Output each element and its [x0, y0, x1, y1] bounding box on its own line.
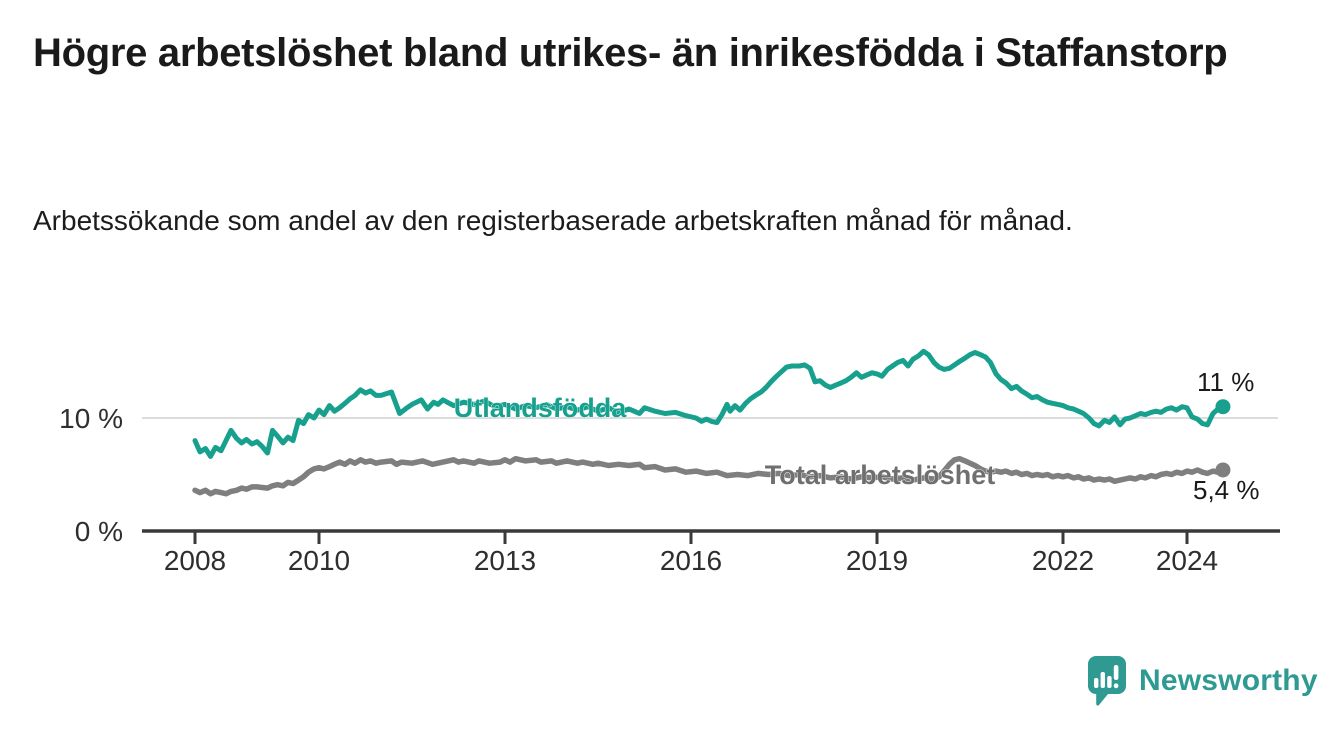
end-value-label-utlandsfodda: 11 % — [1197, 367, 1254, 397]
series-line-utlandsfodda — [192, 348, 1226, 459]
x-tick-label: 2024 — [1156, 545, 1218, 576]
series-line-total — [192, 455, 1226, 497]
x-tick-label: 2019 — [846, 545, 908, 576]
x-tick-label: 2013 — [474, 545, 536, 576]
end-value-label-total: 5,4 % — [1193, 475, 1260, 505]
newsworthy-bubble-barchart-icon — [1088, 656, 1126, 706]
series-label-utlandsfodda: Utlandsfödda — [454, 393, 627, 423]
x-tick-label: 2008 — [164, 545, 226, 576]
x-tick-label: 2010 — [288, 545, 350, 576]
newsworthy-logo-text: Newsworthy — [1139, 664, 1318, 697]
series-end-dot — [1215, 399, 1231, 415]
newsworthy-logo: Newsworthy — [1086, 655, 1318, 707]
chart-subtitle: Arbetssökande som andel av den registerb… — [33, 205, 1073, 236]
series-label-total: Total arbetslöshet — [765, 460, 996, 490]
y-tick-label: 10 % — [59, 403, 123, 434]
y-tick-label: 0 % — [75, 516, 123, 547]
x-tick-label: 2022 — [1032, 545, 1094, 576]
series-end-dot — [1215, 462, 1231, 478]
chart-title: Högre arbetslöshet bland utrikes- än inr… — [33, 31, 1228, 75]
x-tick-label: 2016 — [660, 545, 722, 576]
